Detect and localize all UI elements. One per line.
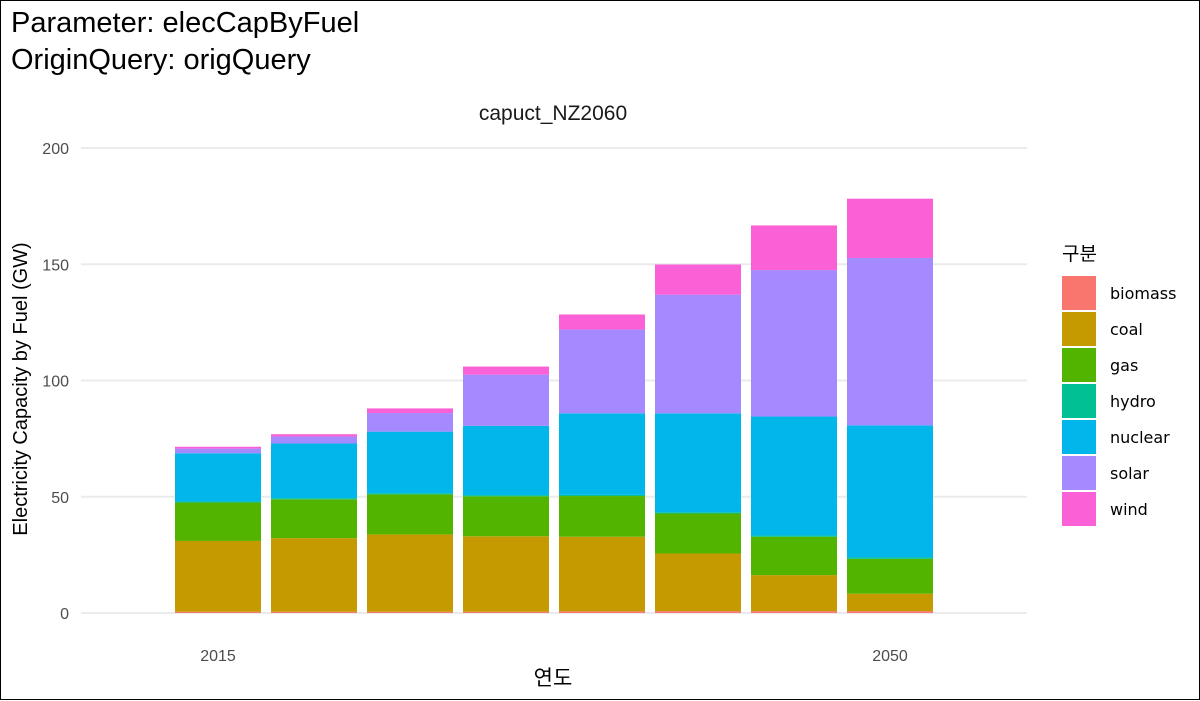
legend-title: 구분 — [1062, 243, 1097, 265]
bar-segment-coal-2035 — [559, 536, 645, 612]
y-tick-label: 50 — [51, 490, 69, 507]
bar-segment-gas-2035 — [559, 496, 645, 537]
bar-segment-gas-2020 — [271, 499, 357, 539]
bar-segment-hydro-2015 — [175, 501, 261, 503]
bar-segment-nuclear-2040 — [655, 413, 741, 513]
legend-swatch-biomass — [1062, 276, 1096, 310]
bar-segment-coal-2045 — [751, 575, 837, 612]
bar-segment-hydro-2050 — [847, 557, 933, 559]
legend-items: biomass coal gas hydro nuclear solar wind — [1062, 275, 1176, 527]
legend-label: solar — [1110, 463, 1149, 483]
x-tick-label: 2050 — [872, 648, 908, 665]
legend-item-solar: solar — [1062, 455, 1176, 491]
legend-swatch-solar — [1062, 456, 1096, 490]
bar-segment-wind-2045 — [751, 225, 837, 271]
bar-segment-gas-2045 — [751, 536, 837, 576]
legend-item-gas: gas — [1062, 347, 1176, 383]
legend-item-wind: wind — [1062, 491, 1176, 527]
legend-swatch-coal — [1062, 312, 1096, 346]
bar-segment-gas-2040 — [655, 513, 741, 554]
legend-swatch-hydro — [1062, 384, 1096, 418]
y-axis-label: Electricity Capacity by Fuel (GW) — [10, 242, 32, 535]
bar-segment-solar-2020 — [271, 436, 357, 444]
legend-swatch-nuclear — [1062, 420, 1096, 454]
bar-segment-nuclear-2050 — [847, 425, 933, 558]
bar-segment-biomass-2025 — [367, 611, 453, 613]
bar-segment-wind-2015 — [175, 446, 261, 449]
legend-item-nuclear: nuclear — [1062, 419, 1176, 455]
bar-segment-hydro-2020 — [271, 498, 357, 500]
legend-item-hydro: hydro — [1062, 383, 1176, 419]
bar-segment-nuclear-2035 — [559, 413, 645, 495]
bar-segment-coal-2020 — [271, 538, 357, 612]
bar-segment-wind-2020 — [271, 434, 357, 437]
bar-segment-solar-2035 — [559, 329, 645, 414]
legend-swatch-wind — [1062, 492, 1096, 526]
axes: 0 50 100 150 200 2015 2050 — [42, 141, 908, 665]
legend: 구분 biomass coal gas hydro nuclear solar wind — [1062, 239, 1176, 527]
bar-segment-coal-2050 — [847, 593, 933, 612]
bar-segment-coal-2015 — [175, 540, 261, 612]
bar-segment-nuclear-2020 — [271, 443, 357, 499]
legend-label: biomass — [1110, 283, 1177, 303]
bar-segment-hydro-2030 — [463, 495, 549, 497]
bar-segment-biomass-2050 — [847, 611, 933, 613]
bar-segment-gas-2050 — [847, 558, 933, 594]
legend-label: coal — [1110, 319, 1143, 339]
legend-label: wind — [1110, 499, 1148, 519]
bar-segment-nuclear-2015 — [175, 453, 261, 502]
y-tick-label: 150 — [42, 257, 69, 274]
bar-segment-coal-2040 — [655, 553, 741, 612]
x-axis-label: 연도 — [534, 666, 573, 690]
bar-segment-wind-2030 — [463, 366, 549, 375]
facet-title: capuct_NZ2060 — [479, 102, 627, 125]
legend-item-biomass: biomass — [1062, 275, 1176, 311]
bar-segment-wind-2050 — [847, 198, 933, 258]
bar-segment-nuclear-2030 — [463, 425, 549, 496]
bar-segment-hydro-2035 — [559, 494, 645, 497]
bar-segment-gas-2030 — [463, 496, 549, 537]
x-tick-label: 2015 — [200, 648, 236, 665]
bar-segment-solar-2045 — [751, 270, 837, 417]
bar-segment-wind-2035 — [559, 314, 645, 330]
y-tick-label: 200 — [42, 141, 69, 158]
title-parameter: Parameter: elecCapByFuel — [11, 7, 360, 39]
bar-segment-nuclear-2045 — [751, 416, 837, 536]
bar-segment-coal-2025 — [367, 534, 453, 612]
bar-segment-gas-2025 — [367, 494, 453, 535]
bars — [175, 198, 933, 613]
y-tick-label: 100 — [42, 374, 69, 391]
title-origin-query: OriginQuery: origQuery — [11, 44, 311, 76]
legend-item-coal: coal — [1062, 311, 1176, 347]
legend-label: gas — [1110, 355, 1139, 375]
legend-label: hydro — [1110, 391, 1156, 411]
bar-segment-solar-2025 — [367, 413, 453, 432]
legend-swatch-gas — [1062, 348, 1096, 382]
bar-segment-biomass-2020 — [271, 611, 357, 613]
bar-segment-hydro-2025 — [367, 493, 453, 495]
bar-segment-biomass-2040 — [655, 611, 741, 613]
bar-segment-solar-2050 — [847, 257, 933, 426]
bar-segment-gas-2015 — [175, 502, 261, 541]
bar-segment-biomass-2045 — [751, 611, 837, 613]
bar-segment-solar-2015 — [175, 448, 261, 454]
bar-segment-wind-2040 — [655, 264, 741, 295]
bar-segment-solar-2040 — [655, 294, 741, 414]
bar-segment-hydro-2040 — [655, 512, 741, 514]
bar-segment-coal-2030 — [463, 536, 549, 612]
bar-segment-biomass-2030 — [463, 611, 549, 613]
bar-segment-solar-2030 — [463, 374, 549, 426]
bar-segment-hydro-2045 — [751, 535, 837, 537]
bar-segment-nuclear-2025 — [367, 431, 453, 494]
bar-segment-biomass-2035 — [559, 611, 645, 613]
bar-segment-wind-2025 — [367, 408, 453, 414]
y-tick-label: 0 — [60, 606, 69, 623]
bar-segment-biomass-2015 — [175, 611, 261, 613]
legend-label: nuclear — [1110, 427, 1170, 447]
